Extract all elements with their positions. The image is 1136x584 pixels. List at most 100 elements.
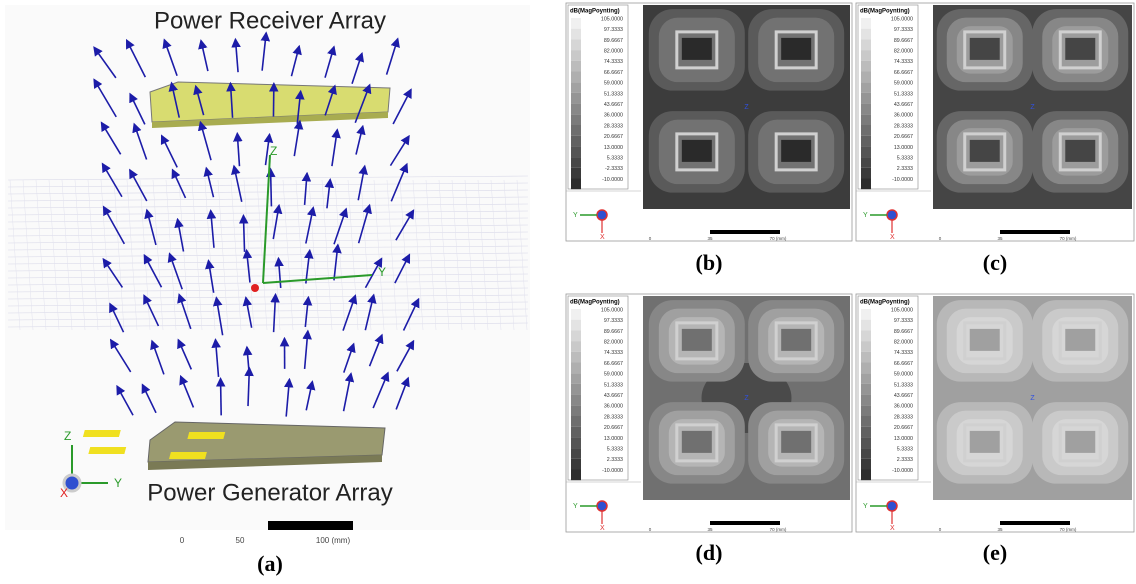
legend-swatch xyxy=(861,135,871,147)
coil-outline xyxy=(774,423,818,463)
coil-inner xyxy=(969,139,1000,162)
legend-swatch xyxy=(861,103,871,115)
grid-plane-line xyxy=(256,179,268,331)
legend-value: 105.0000 xyxy=(601,16,623,22)
field-arrow xyxy=(274,256,284,289)
generator-pad xyxy=(169,452,207,459)
scale-label: 0 xyxy=(180,536,185,545)
grid-plane-line xyxy=(360,179,372,331)
field-arrow xyxy=(231,164,243,202)
legend-value: -2.3333 xyxy=(605,166,623,172)
legend-swatch xyxy=(571,178,581,190)
legend-swatch xyxy=(571,114,581,125)
grid-plane-line xyxy=(464,179,476,331)
legend-value: 5.3333 xyxy=(897,156,913,162)
legend-swatch xyxy=(861,50,871,61)
field-arrow xyxy=(324,45,337,78)
legend-value: 36.0000 xyxy=(604,404,623,410)
field-arrow xyxy=(160,134,178,168)
legend-value: 59.0000 xyxy=(604,81,623,87)
legend-value: 2.3333 xyxy=(897,457,913,463)
field-arrow xyxy=(357,203,372,244)
legend-value: 66.6667 xyxy=(604,361,623,367)
legend-swatch xyxy=(861,394,871,406)
legend-value: 28.3333 xyxy=(604,123,623,129)
field-arrow xyxy=(302,295,313,328)
coil-outline xyxy=(1058,321,1102,361)
legend-swatch xyxy=(571,135,581,147)
generator-pad xyxy=(82,430,121,437)
field-arrow xyxy=(390,162,409,202)
coil-outline xyxy=(774,132,818,172)
triad-ball xyxy=(596,209,608,221)
field-arrow xyxy=(395,209,415,241)
legend-swatch xyxy=(861,167,871,179)
legend-value: 13.0000 xyxy=(894,145,913,151)
legend-value: 74.3333 xyxy=(604,350,623,356)
triad-y-label: Y xyxy=(573,212,578,219)
generator-board-edge xyxy=(148,455,382,470)
scale-label: 0 xyxy=(939,527,942,532)
legend-value: 66.6667 xyxy=(894,70,913,76)
legend-title: dB(MagPoynting) xyxy=(570,300,620,306)
field-arrow xyxy=(342,372,355,412)
grid-plane-line xyxy=(451,179,463,331)
legend-value: 51.3333 xyxy=(894,382,913,388)
legend-title: dB(MagPoynting) xyxy=(860,300,910,306)
field-arrow xyxy=(396,339,415,372)
coil-outline xyxy=(774,30,818,70)
coil-outline xyxy=(963,423,1007,463)
field-arrow xyxy=(304,248,314,284)
coil-inner xyxy=(781,37,812,60)
coil-inner xyxy=(969,328,1000,351)
legend-swatch xyxy=(571,157,581,168)
legend-swatch xyxy=(861,373,871,384)
coil-outline xyxy=(1058,132,1102,172)
field-arrow xyxy=(293,119,304,157)
field-arrow xyxy=(342,294,358,331)
generator-pad xyxy=(187,432,226,439)
triad-z-label: Z xyxy=(64,429,71,443)
triad-x-label: X xyxy=(60,486,68,500)
field-arrow xyxy=(211,338,221,377)
field-arrow xyxy=(129,92,146,125)
field-arrow xyxy=(395,376,410,410)
triad-ball xyxy=(886,209,898,221)
field-arrow xyxy=(343,342,356,373)
field-arrow xyxy=(389,134,410,167)
field-arrow xyxy=(324,84,337,116)
coil-outline xyxy=(774,321,818,361)
field-arrow xyxy=(242,296,253,328)
legend-swatch xyxy=(571,416,581,427)
grid-plane-line xyxy=(373,179,385,331)
field-arrow xyxy=(197,120,212,161)
scale-label: 0 xyxy=(939,236,942,241)
legend-swatch xyxy=(571,28,581,40)
scale-label: 0 xyxy=(649,527,652,532)
coil-inner xyxy=(1065,328,1096,351)
field-arrow xyxy=(129,168,148,202)
grid-plane-line xyxy=(425,179,437,331)
receiver-board-edge xyxy=(152,112,388,128)
grid-plane-line xyxy=(113,179,125,331)
legend-swatch xyxy=(571,167,581,179)
field-arrow xyxy=(260,31,271,71)
field-arrow xyxy=(150,339,165,375)
legend-value: 13.0000 xyxy=(604,436,623,442)
legend-swatch xyxy=(861,362,871,374)
triad-x-label: X xyxy=(890,525,895,532)
legend-swatch xyxy=(861,341,871,352)
legend-swatch xyxy=(861,437,871,449)
grid-plane-line xyxy=(7,224,529,230)
panel-label: (c) xyxy=(983,250,1007,275)
field-arrow xyxy=(290,44,302,77)
legend-swatch xyxy=(861,309,871,320)
grid-plane-line xyxy=(7,308,529,314)
legend-swatch xyxy=(861,469,871,481)
field-arrow xyxy=(215,377,226,416)
legend-value: 59.0000 xyxy=(894,372,913,378)
legend-value: 82.0000 xyxy=(894,49,913,55)
legend-value: 97.3333 xyxy=(604,318,623,324)
legend-swatch xyxy=(571,60,581,72)
